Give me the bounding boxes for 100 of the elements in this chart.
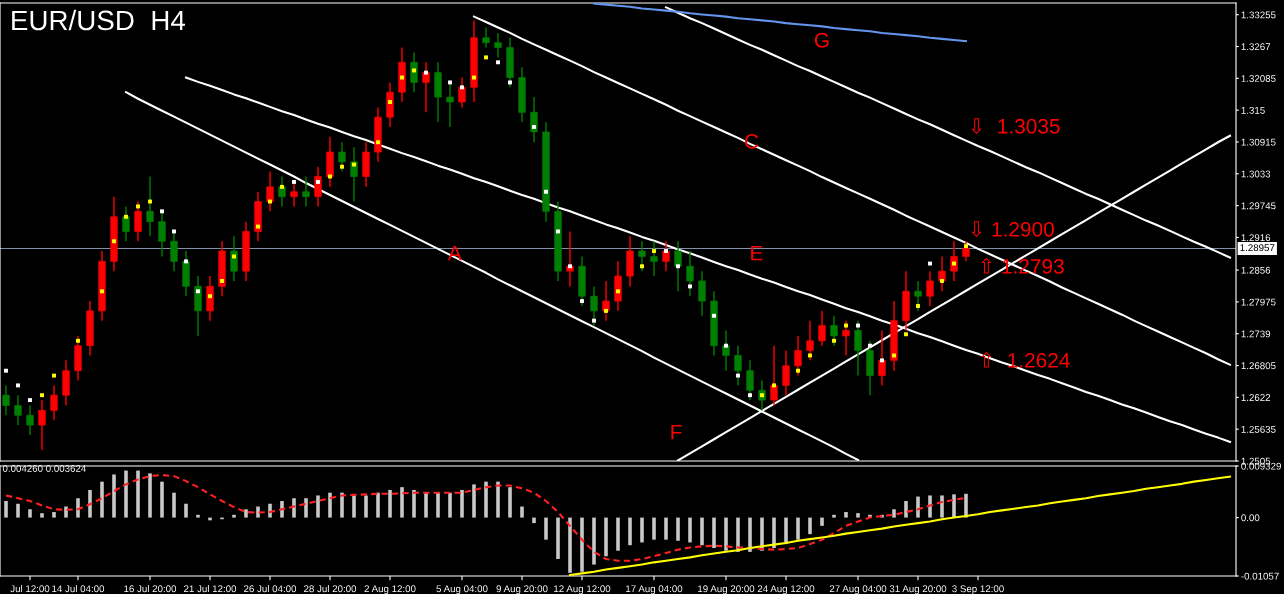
candlestick bbox=[770, 344, 778, 407]
y-tick-label: 1.3033 bbox=[1241, 170, 1271, 178]
candlestick bbox=[482, 26, 490, 49]
bar bbox=[964, 493, 968, 518]
point bbox=[316, 179, 320, 184]
point bbox=[604, 308, 608, 313]
candlestick bbox=[134, 200, 142, 242]
point bbox=[172, 229, 176, 234]
point bbox=[100, 289, 104, 294]
bar bbox=[256, 506, 260, 518]
bar bbox=[436, 492, 440, 518]
point bbox=[940, 278, 944, 283]
candlestick bbox=[158, 210, 166, 258]
bar bbox=[928, 495, 932, 518]
annotation: ⇩ 1.2900 bbox=[971, 221, 1054, 237]
point bbox=[652, 249, 656, 253]
point bbox=[868, 343, 872, 348]
point bbox=[208, 294, 212, 299]
bar bbox=[292, 498, 296, 518]
candlestick bbox=[830, 315, 838, 347]
y-tick-label: 1.30915 bbox=[1241, 138, 1276, 146]
annotation: F bbox=[671, 425, 682, 440]
x-tick-label: 21 Jul 12:00 bbox=[184, 585, 237, 593]
point bbox=[124, 214, 128, 219]
candlestick bbox=[38, 399, 46, 451]
bar bbox=[112, 474, 116, 518]
candlestick bbox=[794, 335, 802, 377]
bar bbox=[676, 517, 680, 541]
point bbox=[292, 179, 296, 184]
bar bbox=[88, 489, 92, 518]
bar bbox=[700, 517, 704, 546]
bar bbox=[40, 513, 44, 518]
bar bbox=[376, 492, 380, 518]
y-tick-label: 0.00 bbox=[1241, 514, 1260, 522]
candlestick bbox=[782, 349, 790, 396]
point bbox=[640, 264, 644, 269]
candlestick bbox=[410, 51, 418, 93]
bar bbox=[388, 489, 392, 518]
candlestick bbox=[638, 240, 646, 272]
candlestick bbox=[962, 240, 970, 263]
bar bbox=[424, 492, 428, 518]
bar bbox=[820, 517, 824, 526]
y-tick-label: 1.3267 bbox=[1241, 43, 1271, 51]
point bbox=[724, 343, 728, 348]
point bbox=[796, 368, 800, 373]
point bbox=[220, 278, 224, 283]
bar bbox=[748, 517, 752, 552]
point bbox=[352, 162, 356, 167]
point bbox=[112, 239, 116, 244]
point bbox=[268, 199, 272, 204]
point bbox=[964, 244, 968, 249]
point bbox=[76, 338, 80, 343]
x-tick-label: 16 Jul 20:00 bbox=[124, 585, 177, 593]
candlestick bbox=[590, 285, 598, 327]
y-tick-label: 1.32085 bbox=[1241, 75, 1276, 82]
bar bbox=[856, 513, 860, 518]
bar bbox=[544, 517, 548, 540]
point bbox=[676, 264, 680, 269]
bar bbox=[340, 492, 344, 518]
bar bbox=[316, 495, 320, 518]
bar bbox=[892, 509, 896, 518]
candlestick bbox=[122, 205, 130, 242]
x-tick-label: 12 Aug 12:00 bbox=[554, 585, 611, 594]
y-tick-label: 1.2739 bbox=[1241, 330, 1271, 338]
x-tick-label: 31 Aug 20:00 bbox=[889, 585, 947, 594]
candlestick bbox=[302, 175, 310, 208]
y-tick-label: 1.2916 bbox=[1241, 234, 1271, 242]
point bbox=[856, 323, 860, 328]
bar bbox=[844, 512, 848, 518]
x-tick-label: 19 Aug 20:00 bbox=[698, 585, 755, 594]
bar bbox=[124, 470, 128, 518]
bar bbox=[100, 481, 104, 518]
candlestick bbox=[14, 394, 22, 426]
point bbox=[688, 284, 692, 289]
point bbox=[376, 140, 380, 145]
point bbox=[136, 204, 140, 209]
bar bbox=[784, 517, 788, 545]
candlestick bbox=[938, 255, 946, 292]
y-tick-label: 1.33255 bbox=[1241, 11, 1276, 19]
point bbox=[616, 289, 620, 294]
bar bbox=[520, 506, 524, 518]
bar bbox=[460, 489, 464, 518]
point bbox=[496, 60, 500, 65]
x-tick-label: 5 Aug 04:00 bbox=[436, 585, 488, 594]
candlestick bbox=[686, 250, 694, 297]
candlestick bbox=[50, 384, 58, 421]
candlestick bbox=[530, 96, 538, 143]
x-tick-label: 3 Sep 12:00 bbox=[952, 585, 1004, 594]
bar bbox=[712, 517, 716, 548]
candlestick bbox=[266, 170, 274, 213]
candlestick bbox=[338, 141, 346, 173]
point bbox=[544, 189, 548, 194]
bar bbox=[484, 481, 488, 518]
bar bbox=[244, 509, 248, 518]
bar bbox=[724, 517, 728, 551]
candlestick bbox=[566, 230, 574, 288]
bar bbox=[832, 514, 836, 518]
y-tick-label: 1.315 bbox=[1241, 106, 1265, 114]
point bbox=[844, 323, 848, 328]
bar bbox=[664, 517, 668, 540]
